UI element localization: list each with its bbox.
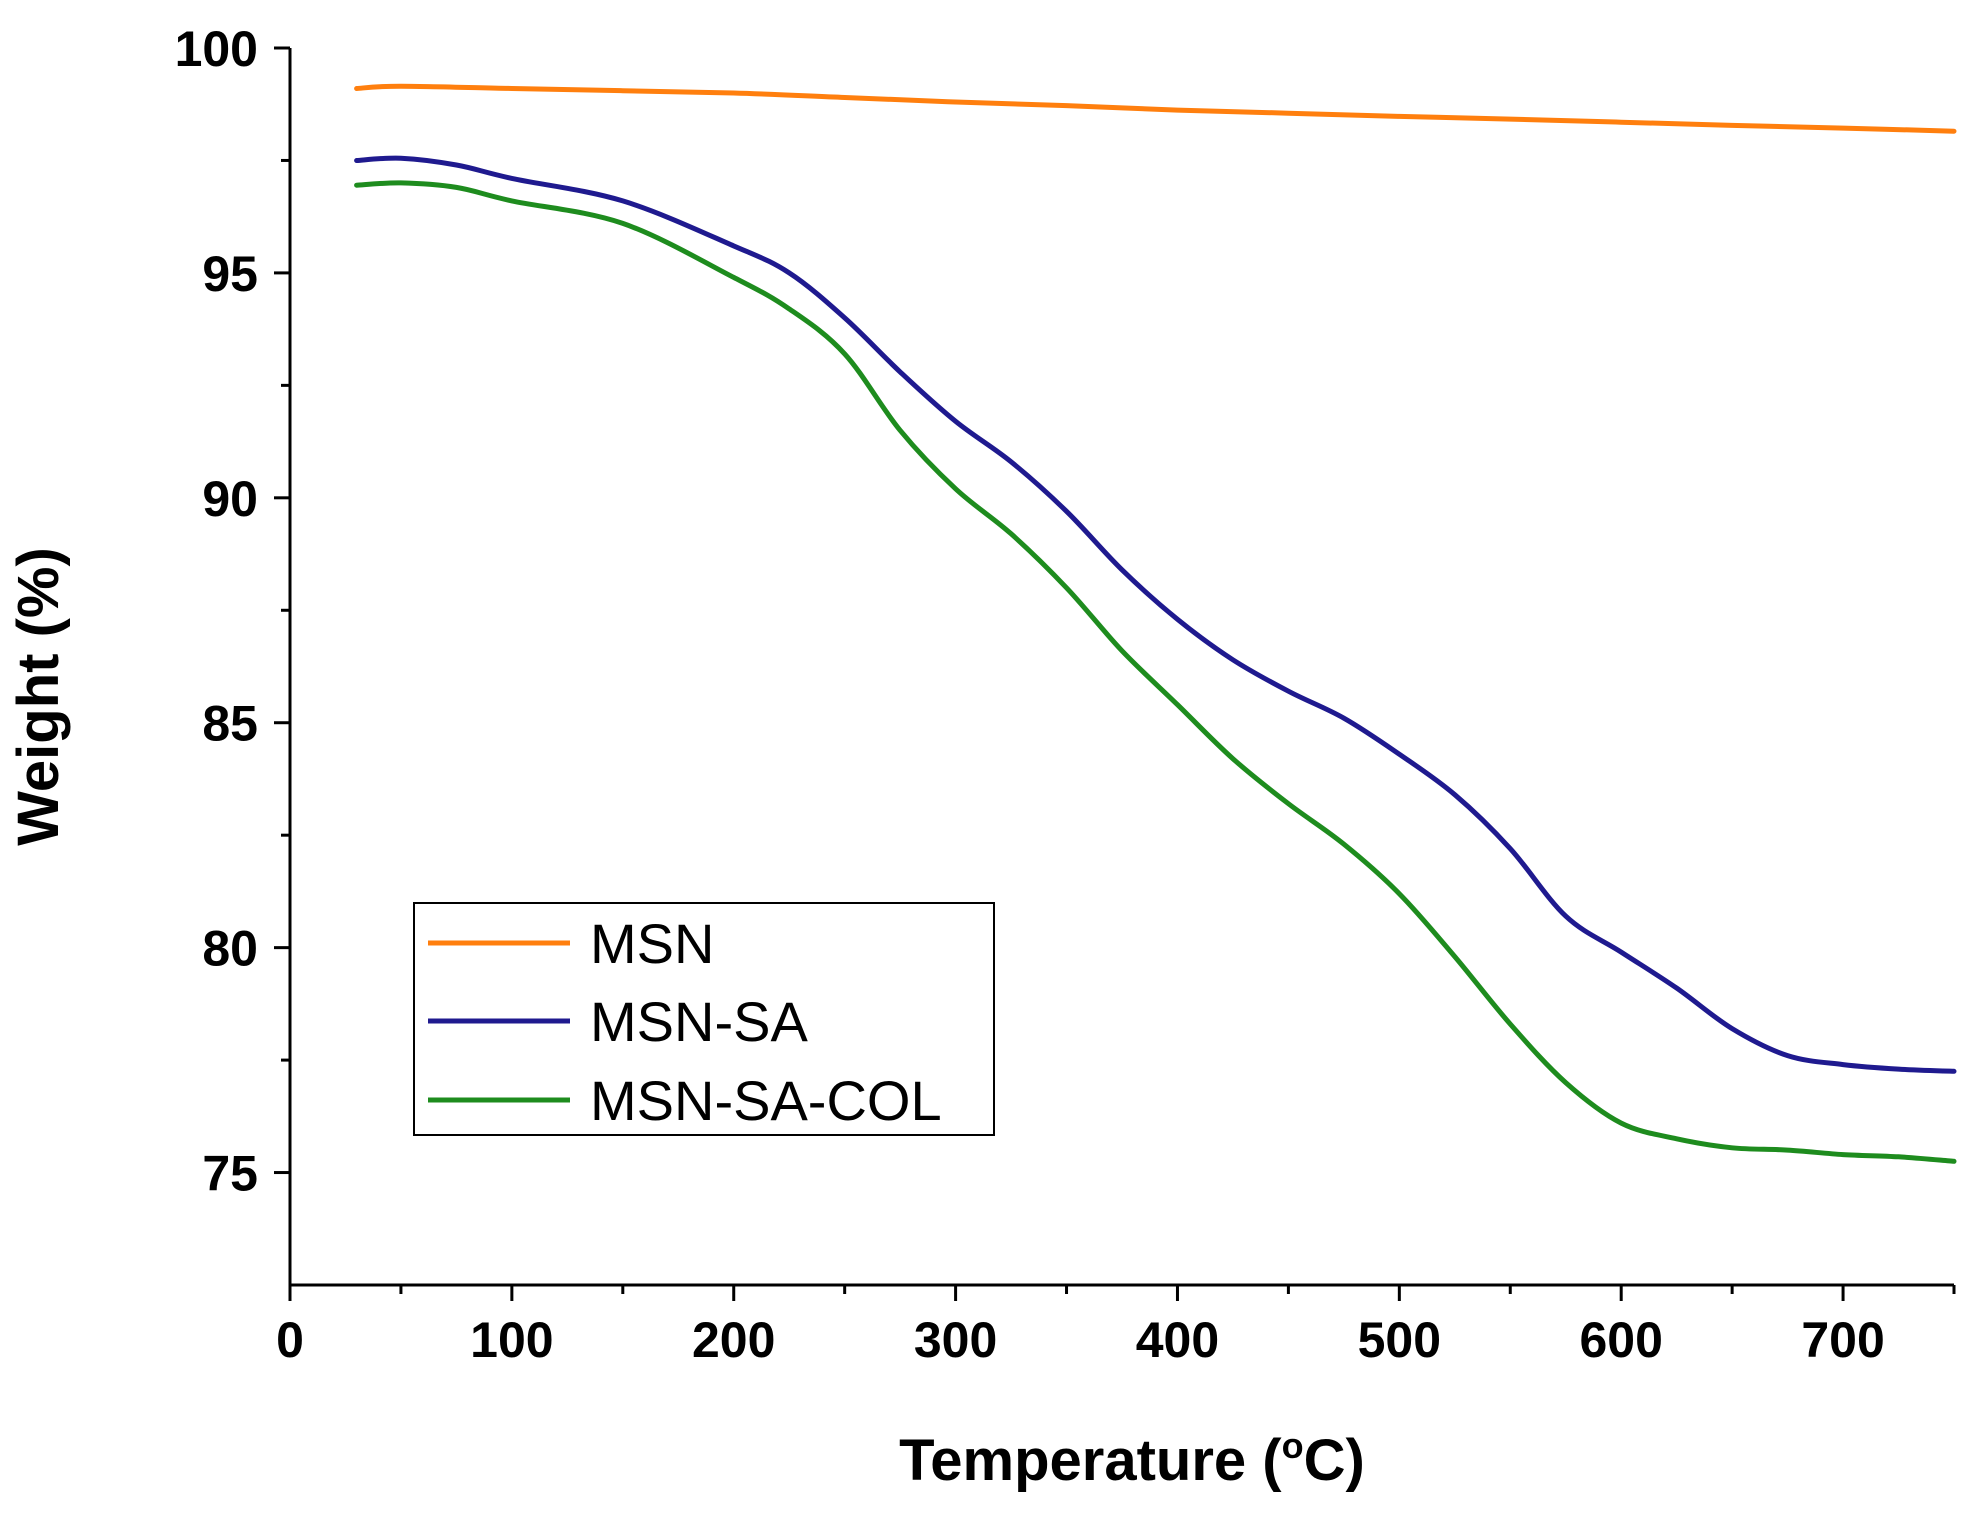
legend: MSN MSN-SA MSN-SA-COL (413, 902, 995, 1136)
legend-label-msn: MSN (590, 912, 714, 975)
series-line-msn-sa (354, 155, 1957, 1074)
series-lines (354, 83, 1957, 1164)
x-tick-label: 500 (1358, 1312, 1441, 1368)
legend-label-msn-sa-col: MSN-SA-COL (590, 1069, 942, 1132)
x-tick-label: 0 (276, 1312, 304, 1368)
y-tick-label: 80 (202, 921, 258, 977)
legend-label-msn-sa: MSN-SA (590, 990, 808, 1053)
y-tick-label: 100 (175, 21, 258, 77)
x-axis-title: Temperature (oC) (899, 1425, 1365, 1493)
axis-ticks: 75 80 85 90 95 100 0 100 200 300 400 500 600 700 (175, 21, 1956, 1368)
x-tick-label: 300 (914, 1312, 997, 1368)
x-axis-title-unit: C) (1304, 1428, 1365, 1493)
x-tick-label: 100 (470, 1312, 553, 1368)
series-line-msn (354, 83, 1957, 134)
series-line-msn-sa-col (354, 180, 1957, 1164)
x-tick-label: 200 (692, 1312, 775, 1368)
y-tick-label: 85 (202, 696, 258, 752)
y-tick-label: 95 (202, 246, 258, 302)
y-tick-label: 90 (202, 471, 258, 527)
axes (288, 48, 1954, 1287)
x-tick-label: 400 (1136, 1312, 1219, 1368)
x-tick-label: 700 (1801, 1312, 1884, 1368)
y-tick-label: 75 (202, 1146, 258, 1202)
y-axis-title: Weight (%) (6, 547, 71, 846)
x-axis-title-degree: o (1282, 1425, 1304, 1466)
x-tick-label: 600 (1579, 1312, 1662, 1368)
x-axis-title-main: Temperature ( (899, 1428, 1282, 1493)
